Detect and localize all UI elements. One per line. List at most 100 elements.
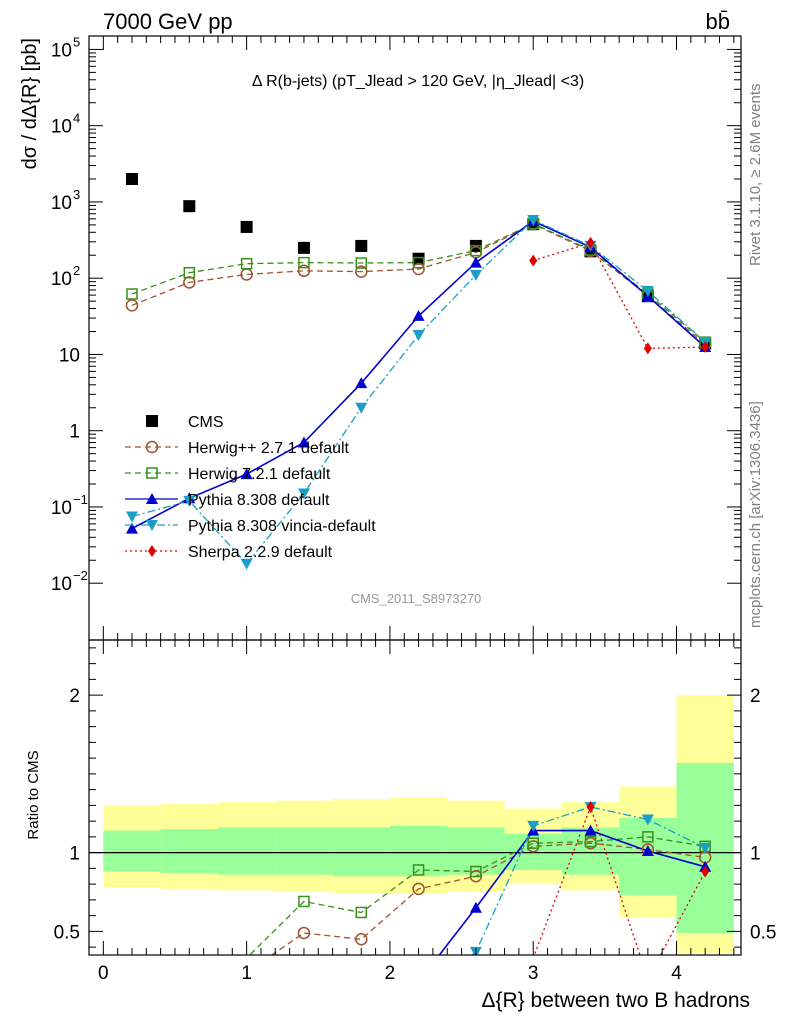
ratio-uncertainty-bands	[89, 695, 741, 954]
ratio-y-tick-label-left: 2	[69, 686, 80, 707]
ratio-point	[469, 901, 482, 913]
ratio-point	[470, 865, 482, 878]
ratio-frame	[88, 639, 742, 956]
y-tick-label: 10	[51, 40, 72, 61]
legend: CMS Herwig++ 2.7.1 default Herwig 7.2.1 de…	[125, 414, 376, 561]
data-point	[297, 436, 310, 448]
data-point	[125, 299, 139, 312]
rivet-label: Rivet 3.1.10, ≥ 2.6M events	[747, 84, 764, 267]
analysis-label: CMS_2011_S8973270	[351, 591, 482, 606]
green-band	[160, 829, 218, 874]
ratio-point	[297, 926, 311, 940]
ratio-y-axis-label: Ratio to CMS	[25, 750, 42, 839]
x-tick-label: 2	[385, 963, 396, 984]
x-tick-label: 1	[241, 963, 252, 984]
top-series-lines	[131, 219, 706, 565]
legend-marker	[146, 493, 158, 504]
top-frame	[88, 35, 742, 641]
ratio-line-3	[470, 806, 706, 955]
legend-label: Herwig 7.2.1 default	[188, 466, 331, 483]
ratio-axes: 0.5 0.5 1 1 2 2 0 1 2 3 4	[54, 639, 776, 984]
data-point	[412, 256, 425, 269]
legend-marker	[148, 545, 156, 557]
ratio-series-lines	[248, 805, 706, 955]
data-point	[412, 252, 425, 265]
series-line-4	[131, 219, 706, 565]
y-tick-label: 1	[69, 422, 80, 443]
data-point	[355, 257, 368, 269]
data-point	[125, 522, 138, 534]
ratio-y-tick-label-left: 0.5	[54, 922, 80, 943]
y-tick-label: 10	[51, 117, 72, 138]
green-band	[217, 827, 276, 875]
data-point	[529, 254, 538, 267]
data-point	[240, 257, 253, 270]
data-point	[355, 265, 368, 278]
data-point	[355, 402, 368, 414]
y-tick-exponent: 5	[73, 34, 80, 49]
legend-marker	[146, 467, 158, 479]
legend-marker	[146, 520, 158, 531]
data-point	[641, 285, 654, 297]
top-y-axis-label: dσ / dΔ{R} [pb]	[19, 38, 41, 169]
ratio-point	[355, 906, 368, 919]
data-point	[125, 511, 138, 523]
green-band	[103, 830, 161, 872]
y-tick-label: 10	[59, 345, 80, 366]
green-band	[447, 827, 505, 875]
legend-label: Sherpa 2.2.9 default	[188, 544, 333, 561]
legend-label: Pythia 8.308 default	[188, 492, 330, 509]
data-point	[125, 172, 138, 185]
ratio-point	[412, 882, 425, 896]
legend-marker	[145, 440, 159, 454]
y-tick-label: 10	[51, 574, 72, 595]
ratio-line-1	[248, 836, 706, 955]
data-point	[355, 239, 368, 252]
data-point	[297, 488, 310, 500]
y-tick-exponent: 3	[73, 187, 80, 202]
data-point	[586, 236, 595, 249]
ratio-line-2	[438, 829, 706, 955]
data-point	[412, 329, 425, 341]
ratio-point	[584, 824, 597, 836]
data-point	[469, 256, 482, 268]
ratio-point	[412, 864, 425, 876]
x-axis-label: Δ{R} between two B hadrons	[481, 989, 750, 1012]
legend-label: Pythia 8.308 vincia-default	[188, 518, 376, 535]
data-point	[297, 264, 311, 278]
data-point	[126, 288, 138, 300]
series-line-1	[131, 223, 706, 345]
series-line-5	[533, 242, 706, 350]
top-series-markers	[125, 172, 712, 570]
series-line-2	[131, 222, 706, 343]
ratio-point	[701, 865, 710, 878]
energy-label: 7000 GeV pp	[103, 9, 233, 34]
data-point	[412, 262, 425, 276]
data-point	[297, 241, 310, 254]
data-point	[469, 270, 482, 282]
data-point	[240, 220, 253, 233]
data-point	[183, 495, 196, 507]
ratio-point	[586, 800, 595, 813]
ratio-point	[298, 895, 310, 908]
ratio-point	[699, 842, 712, 854]
y-tick-exponent: 4	[73, 111, 80, 126]
chart-title: Δ R(b-jets) (pT_Jlead > 120 GeV, |η_Jlea…	[252, 73, 584, 90]
data-point	[298, 256, 310, 269]
y-tick-label: 10	[51, 193, 72, 214]
data-point	[183, 276, 196, 289]
data-point	[412, 309, 425, 321]
ratio-point	[355, 933, 368, 946]
x-tick-label: 3	[528, 963, 539, 984]
ratio-line-4	[533, 805, 706, 955]
ratio-y-tick-label-right: 0.5	[750, 922, 776, 943]
y-tick-label: 10	[51, 498, 72, 519]
ratio-point	[641, 814, 654, 826]
y-tick-exponent: 2	[73, 263, 80, 278]
data-point	[470, 244, 482, 257]
process-label: bb̄	[706, 9, 730, 34]
ratio-y-tick-label-right: 1	[750, 844, 761, 865]
x-tick-label: 0	[98, 963, 109, 984]
ratio-y-tick-label-left: 1	[69, 844, 80, 865]
